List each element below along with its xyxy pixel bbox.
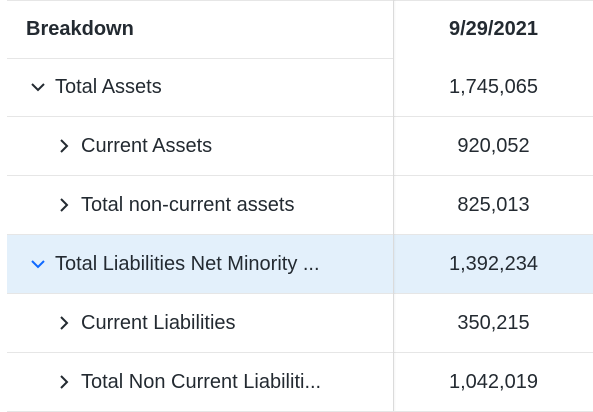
chevron-right-icon[interactable] bbox=[55, 373, 73, 391]
table-row-total-assets[interactable]: Total Assets 1,745,065 bbox=[7, 58, 593, 117]
table-row-current-liabilities[interactable]: Current Liabilities 350,215 bbox=[7, 294, 593, 353]
financials-table: Breakdown 9/29/2021 Total Assets 1,745,0… bbox=[7, 0, 593, 412]
row-value: 825,013 bbox=[393, 176, 593, 234]
row-label[interactable]: Total Assets bbox=[7, 58, 393, 116]
row-label-text: Total Non Current Liabiliti... bbox=[81, 370, 322, 393]
chevron-down-icon[interactable] bbox=[29, 255, 47, 273]
row-value: 1,745,065 bbox=[393, 58, 593, 116]
chevron-down-icon[interactable] bbox=[29, 78, 47, 96]
table-row-current-assets[interactable]: Current Assets 920,052 bbox=[7, 117, 593, 176]
table-row-total-non-current-assets[interactable]: Total non-current assets 825,013 bbox=[7, 176, 593, 235]
row-value: 350,215 bbox=[393, 294, 593, 352]
table-header: Breakdown 9/29/2021 bbox=[7, 0, 593, 59]
row-label-text: Total Assets bbox=[55, 75, 162, 98]
row-value: 1,392,234 bbox=[393, 235, 593, 293]
breakdown-header: Breakdown bbox=[26, 18, 134, 40]
row-value: 1,042,019 bbox=[393, 353, 593, 411]
table-row-total-non-current-liabilities[interactable]: Total Non Current Liabiliti... 1,042,019 bbox=[7, 353, 593, 412]
date-column-header: 9/29/2021 bbox=[393, 1, 593, 58]
table-row-total-liabilities[interactable]: Total Liabilities Net Minority ... 1,392… bbox=[7, 235, 593, 294]
row-label-text: Total Liabilities Net Minority ... bbox=[55, 252, 320, 275]
chevron-right-icon[interactable] bbox=[55, 137, 73, 155]
chevron-right-icon[interactable] bbox=[55, 314, 73, 332]
row-label[interactable]: Current Liabilities bbox=[7, 294, 393, 352]
row-value: 920,052 bbox=[393, 117, 593, 175]
row-label[interactable]: Total Liabilities Net Minority ... bbox=[7, 235, 393, 293]
chevron-right-icon[interactable] bbox=[55, 196, 73, 214]
row-label-text: Current Liabilities bbox=[81, 311, 236, 334]
row-label[interactable]: Total non-current assets bbox=[7, 176, 393, 234]
row-label[interactable]: Total Non Current Liabiliti... bbox=[7, 353, 393, 411]
row-label[interactable]: Current Assets bbox=[7, 117, 393, 175]
row-label-text: Total non-current assets bbox=[81, 193, 295, 216]
row-label-text: Current Assets bbox=[81, 134, 213, 157]
